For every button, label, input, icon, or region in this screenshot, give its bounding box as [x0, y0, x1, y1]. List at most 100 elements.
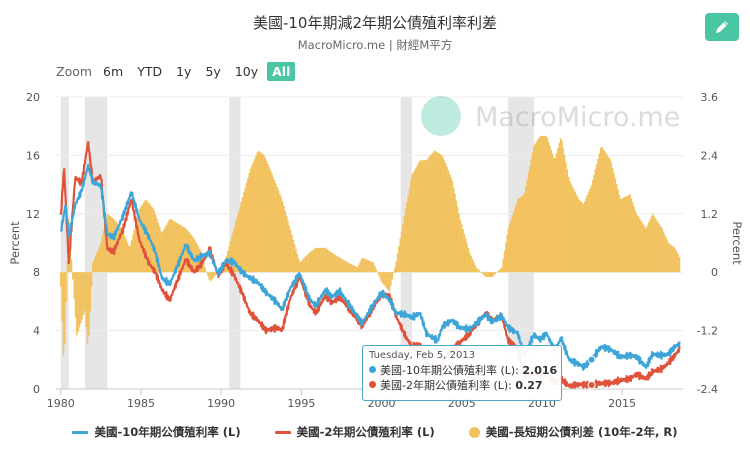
spread-bar-183 — [304, 256, 307, 273]
spread-bar-260 — [407, 194, 410, 273]
spread-bar-457 — [670, 245, 673, 273]
spread-bar-140 — [247, 177, 249, 273]
spread-bar-354 — [533, 145, 535, 273]
spread-bar-224 — [359, 261, 361, 273]
watermark-logo-icon — [421, 96, 461, 136]
x-tick-label-0: 1980 — [47, 397, 75, 410]
spread-bar-116 — [215, 272, 217, 275]
spread-bar-254 — [399, 238, 401, 273]
spread-bar-341 — [515, 203, 518, 273]
spread-bar-242 — [383, 272, 385, 286]
spread-bar-143 — [251, 165, 253, 273]
spread-bar-203 — [331, 252, 333, 273]
zoom-1y-button[interactable]: 1y — [176, 64, 192, 79]
spread-bar-202 — [329, 251, 332, 273]
spread-bar-157 — [269, 170, 272, 273]
spread-bar-190 — [313, 248, 316, 273]
y-left-tick-label-2: 8 — [33, 266, 40, 279]
spread-bar-12 — [76, 272, 78, 336]
spread-bar-300 — [460, 224, 463, 273]
y-right-tick-label-2: 0 — [711, 266, 718, 279]
legend-item-10y[interactable]: 美國-10年期公債殖利率 (L) — [72, 424, 241, 440]
legend-item-2y[interactable]: 美國-2年期公債殖利率 (L) — [274, 424, 435, 440]
spread-bar-362 — [543, 135, 546, 273]
spread-bar-293 — [451, 181, 454, 273]
spread-bar-174 — [292, 239, 295, 273]
spread-bar-20 — [86, 272, 89, 344]
spread-bar-310 — [474, 264, 476, 273]
spread-bar-381 — [569, 181, 571, 273]
spread-bar-44 — [118, 225, 121, 273]
spread-bar-409 — [606, 154, 609, 273]
spread-bar-442 — [650, 216, 653, 273]
legend-label-spread: 美國-長短期公債利差 (10年-2年, R) — [485, 425, 678, 439]
spread-bar-283 — [438, 153, 440, 273]
spread-bar-36 — [108, 215, 110, 273]
spread-bar-321 — [489, 272, 491, 278]
spread-bar-455 — [668, 243, 670, 273]
zoom-10y-button[interactable]: 10y — [234, 64, 259, 79]
spread-bar-438 — [645, 228, 647, 273]
spread-bar-204 — [332, 253, 335, 273]
spread-bar-425 — [627, 195, 630, 273]
spread-bar-326 — [495, 272, 498, 273]
spread-bar-45 — [120, 227, 122, 273]
spread-bar-320 — [487, 272, 490, 278]
spread-bar-241 — [382, 272, 384, 284]
spread-bar-233 — [371, 261, 373, 273]
spread-bar-221 — [355, 266, 357, 273]
spread-bar-27 — [96, 252, 98, 273]
legend-swatch-10y — [72, 430, 89, 434]
spread-bar-163 — [277, 190, 280, 273]
spread-bar-424 — [626, 195, 629, 273]
spread-bar-145 — [253, 158, 256, 273]
zoom-6m-button[interactable]: 6m — [103, 64, 124, 79]
spread-bar-2 — [62, 272, 65, 356]
spread-bar-58 — [137, 213, 140, 273]
spread-bar-412 — [610, 162, 613, 273]
spread-bar-318 — [485, 272, 487, 278]
spread-bar-314 — [479, 271, 482, 273]
spread-bar-259 — [406, 201, 408, 273]
spread-bar-48 — [124, 236, 126, 273]
spread-bar-151 — [261, 153, 264, 273]
spread-bar-398 — [591, 180, 594, 273]
zoom-ytd-button[interactable]: YTD — [137, 64, 163, 79]
y-right-tick-label-4: 2.4 — [701, 149, 719, 162]
spread-bar-394 — [586, 194, 589, 273]
spread-bar-395 — [587, 191, 590, 273]
spread-bar-222 — [356, 267, 359, 273]
zoom-5y-button[interactable]: 5y — [205, 64, 221, 79]
spread-bar-63 — [144, 200, 146, 273]
spread-bar-335 — [507, 227, 510, 273]
spread-bar-54 — [132, 234, 134, 273]
spread-bar-329 — [499, 268, 502, 273]
spread-bar-30 — [100, 243, 102, 273]
spread-bar-396 — [589, 188, 591, 273]
spread-bar-263 — [411, 174, 414, 273]
spread-bar-301 — [462, 229, 464, 273]
spread-bar-441 — [649, 219, 651, 273]
legend-item-spread[interactable]: 美國-長短期公債利差 (10年-2年, R) — [468, 424, 678, 440]
spread-bar-421 — [622, 197, 625, 273]
spread-bar-87 — [176, 223, 178, 273]
spread-bar-397 — [590, 185, 593, 273]
spread-bar-451 — [662, 231, 665, 273]
spread-bar-177 — [296, 253, 299, 273]
y-right-tick-label-5: 3.6 — [701, 91, 719, 104]
spread-bar-364 — [546, 137, 548, 273]
zoom-all-button[interactable]: All — [267, 62, 296, 81]
spread-bar-213 — [344, 261, 347, 273]
spread-bar-112 — [209, 272, 212, 282]
spread-bar-256 — [402, 223, 404, 273]
spread-bar-74 — [158, 226, 161, 273]
spread-bar-162 — [276, 187, 279, 273]
spread-bar-25 — [93, 259, 95, 273]
spread-bar-83 — [170, 219, 173, 273]
spread-bar-86 — [174, 222, 177, 273]
spread-bar-84 — [172, 220, 174, 273]
spread-bar-266 — [415, 167, 418, 273]
spread-bar-216 — [348, 263, 351, 273]
edit-button[interactable] — [705, 13, 739, 41]
